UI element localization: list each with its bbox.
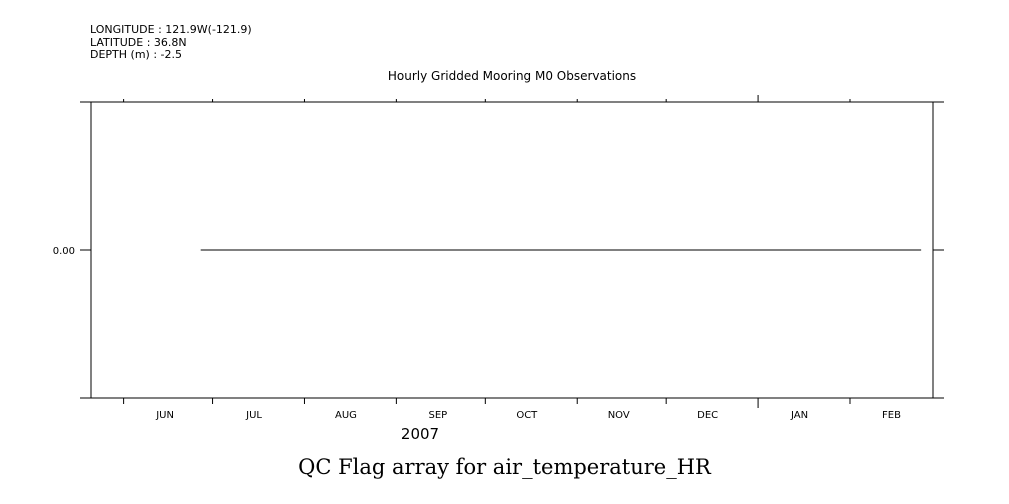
x-tick-label: FEB: [882, 410, 901, 421]
x-tick-label: OCT: [516, 410, 538, 421]
figure-caption: QC Flag array for air_temperature_HR: [298, 455, 711, 479]
x-tick-label: AUG: [335, 410, 357, 421]
location-metadata: LONGITUDE : 121.9W(-121.9) LATITUDE : 36…: [90, 23, 252, 62]
depth-label: DEPTH (m) : -2.5: [90, 48, 183, 61]
y-tick-label: 0.00: [53, 246, 75, 257]
x-tick-label: SEP: [429, 410, 448, 421]
x-tick-label: DEC: [697, 410, 718, 421]
x-tick-label: JUN: [155, 410, 174, 421]
latitude-label: LATITUDE : 36.8N: [90, 35, 187, 49]
x-year-label: 2007: [401, 425, 439, 443]
longitude-label: LONGITUDE : 121.9W(-121.9): [90, 23, 252, 36]
x-tick-label: JAN: [790, 410, 808, 421]
chart-title: Hourly Gridded Mooring M0 Observations: [388, 69, 636, 83]
x-tick-label: JUL: [245, 410, 262, 421]
x-tick-label: NOV: [608, 410, 630, 421]
